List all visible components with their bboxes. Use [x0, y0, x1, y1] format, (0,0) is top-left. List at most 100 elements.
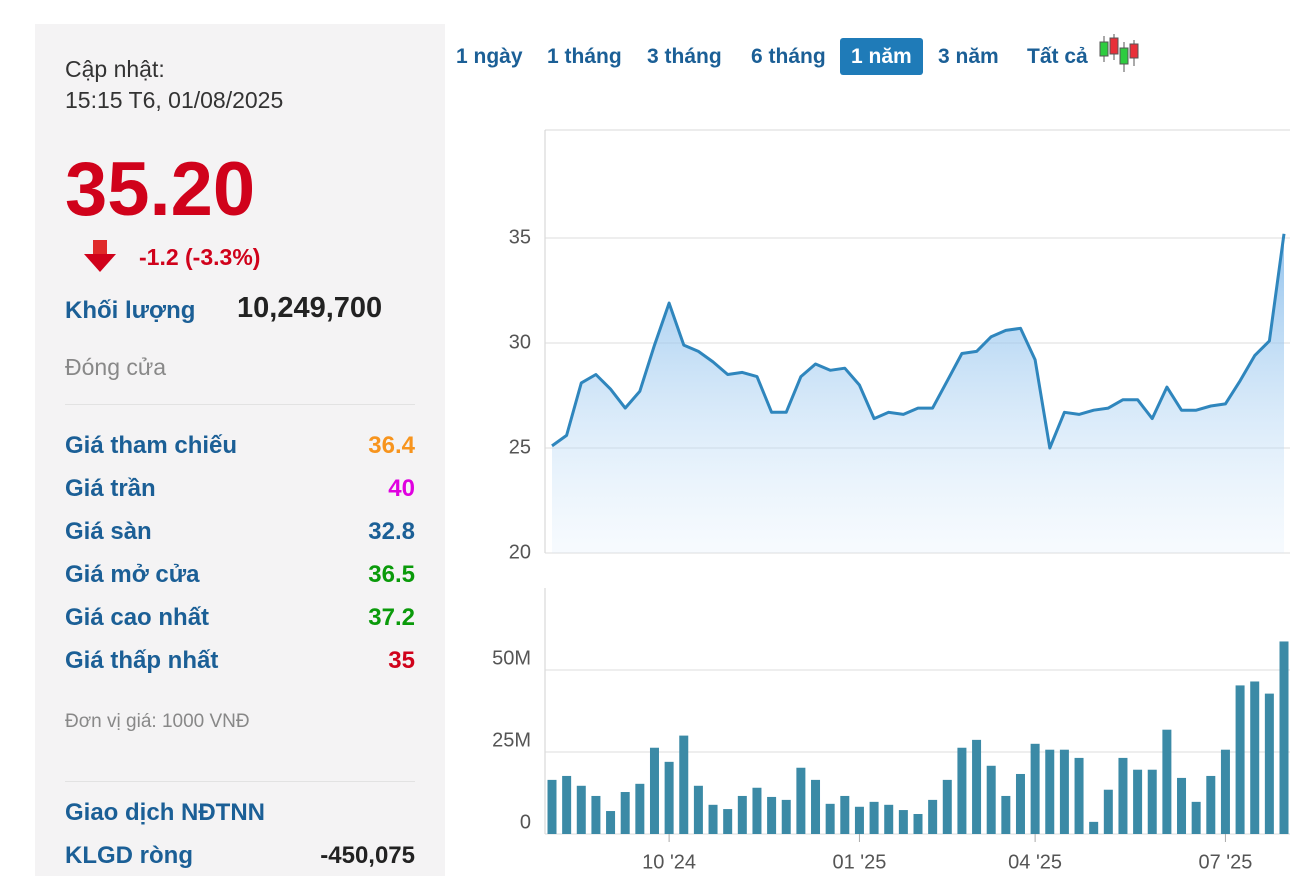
volume-bar	[840, 795, 850, 834]
volume-bar	[752, 787, 762, 834]
volume-bar	[1250, 681, 1260, 834]
y-tick-label: 50M	[492, 647, 531, 669]
volume-bar	[1177, 777, 1187, 834]
volume-bar	[1279, 641, 1289, 834]
volume-bar	[562, 775, 572, 834]
volume-bar	[679, 735, 689, 834]
volume-bar	[796, 767, 806, 834]
volume-bar	[649, 747, 659, 834]
range-tab[interactable]: Tất cả	[1027, 45, 1088, 68]
price-line	[551, 233, 1286, 450]
volume-bar	[854, 806, 864, 834]
y-tick-label: 30	[509, 331, 531, 353]
volume-bar	[1074, 757, 1084, 834]
volume-bar	[781, 799, 791, 834]
volume-bar	[957, 747, 967, 834]
volume-bar	[1118, 757, 1128, 834]
volume-bar	[1045, 749, 1055, 834]
x-tick-label: 07 '25	[1199, 851, 1253, 873]
y-tick-label: 35	[509, 226, 531, 248]
volume-bar	[606, 811, 616, 834]
volume-bar	[986, 765, 996, 834]
x-tick-label: 10 '24	[642, 851, 696, 873]
stat-label: Giá tham chiếu	[65, 432, 238, 459]
volume-label: Khối lượng	[65, 297, 196, 324]
stat-value: 40	[388, 475, 415, 502]
stat-label: Giá mở cửa	[65, 561, 200, 588]
stat-label: Giá trần	[65, 475, 156, 502]
volume-bar	[1015, 773, 1025, 834]
stat-value: 36.5	[368, 561, 415, 588]
volume-bar	[1162, 729, 1172, 834]
x-tick-label: 04 '25	[1008, 851, 1062, 873]
volume-bar	[1220, 749, 1230, 834]
volume-bar	[1191, 801, 1201, 834]
volume-bar	[884, 804, 894, 834]
y-tick-label: 20	[509, 541, 531, 563]
x-tick-label: 01 '25	[833, 851, 887, 873]
volume-bar	[547, 779, 557, 834]
volume-bar	[1103, 789, 1113, 834]
volume-bar	[825, 803, 835, 834]
volume-bar	[1264, 693, 1274, 834]
stat-value: 36.4	[368, 432, 415, 459]
net-label: KLGD ròng	[65, 842, 193, 869]
price-area	[552, 233, 1284, 554]
unit-note: Đơn vị giá: 1000 VNĐ	[65, 711, 250, 732]
stat-label: Giá sàn	[65, 518, 152, 545]
status: Đóng cửa	[65, 354, 167, 380]
volume-bar	[1089, 821, 1099, 834]
volume-bar	[869, 801, 879, 834]
range-tab[interactable]: 3 tháng	[647, 45, 722, 68]
price: 35.20	[65, 147, 256, 232]
net-value: -450,075	[320, 842, 415, 869]
volume-bar	[1235, 685, 1245, 834]
volume-bar	[1001, 795, 1011, 834]
volume-bar	[898, 810, 908, 834]
volume-bar	[928, 799, 938, 834]
candle-icon[interactable]	[1096, 34, 1142, 74]
volume-bar	[693, 785, 703, 834]
volume-bar	[737, 795, 747, 834]
volume-bar	[723, 809, 733, 834]
range-tab[interactable]: 6 tháng	[751, 45, 826, 68]
info-panel: Cập nhật: 15:15 T6, 01/08/2025 35.20 -1.…	[35, 24, 445, 876]
update-label: Cập nhật:	[65, 56, 165, 82]
stat-value: 35	[388, 647, 415, 674]
volume-bar	[1147, 769, 1157, 834]
stat-value: 37.2	[368, 604, 415, 631]
volume-bar	[1206, 775, 1216, 834]
y-tick-label: 0	[520, 811, 531, 833]
volume-bar	[708, 804, 718, 834]
volume-bar	[811, 779, 821, 834]
separator	[65, 404, 415, 405]
change: -1.2 (-3.3%)	[139, 244, 261, 270]
update-time: 15:15 T6, 01/08/2025	[65, 87, 284, 113]
stat-label: Giá thấp nhất	[65, 647, 219, 674]
y-tick-label: 25M	[492, 729, 531, 751]
volume-bar	[942, 779, 952, 834]
range-tab[interactable]: 1 tháng	[547, 45, 622, 68]
range-tab[interactable]: 1 năm	[840, 38, 923, 75]
volume-bar	[1059, 749, 1069, 834]
down-arrow	[84, 240, 116, 272]
volume-bar	[1133, 769, 1143, 834]
volume-bar	[620, 792, 630, 834]
volume-bar	[664, 761, 674, 834]
volume-bar	[591, 795, 601, 834]
range-tab[interactable]: 1 ngày	[456, 45, 523, 68]
separator	[65, 781, 415, 782]
volume-bar	[1030, 743, 1040, 834]
volume-bar	[767, 796, 777, 834]
volume-bar	[576, 785, 586, 834]
volume-bar	[635, 783, 645, 834]
foreign-title: Giao dịch NĐTNN	[65, 799, 266, 826]
volume-bar	[913, 813, 923, 834]
volume-bar	[972, 739, 982, 834]
stat-label: Giá cao nhất	[65, 604, 210, 631]
range-tab[interactable]: 3 năm	[938, 45, 999, 68]
y-tick-label: 25	[509, 436, 531, 458]
volume: 10,249,700	[237, 292, 383, 324]
